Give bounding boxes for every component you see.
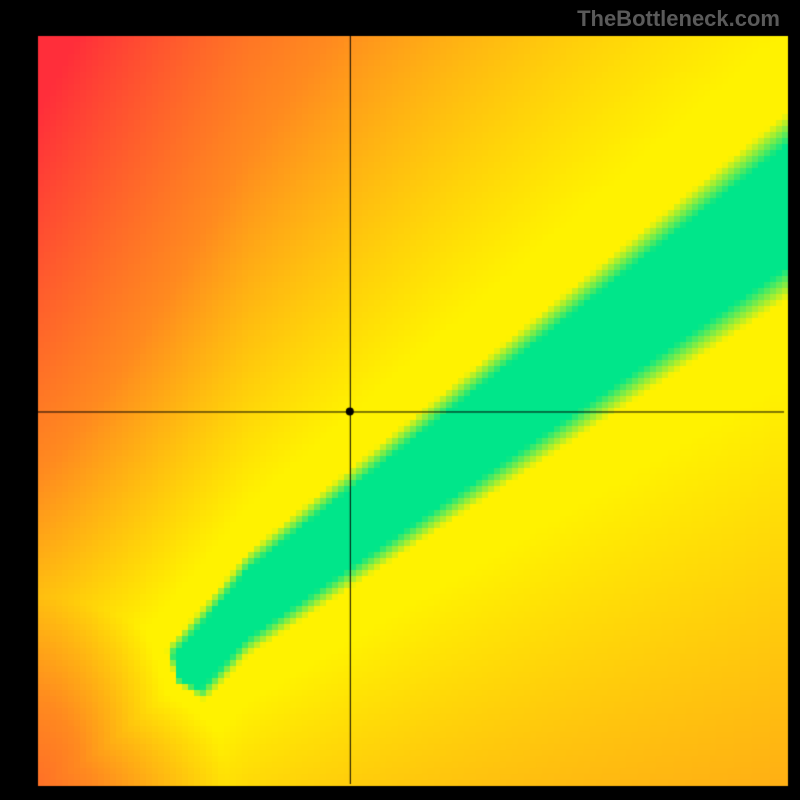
watermark-text: TheBottleneck.com (577, 6, 780, 32)
chart-container: TheBottleneck.com (0, 0, 800, 800)
heatmap-canvas (0, 0, 800, 800)
